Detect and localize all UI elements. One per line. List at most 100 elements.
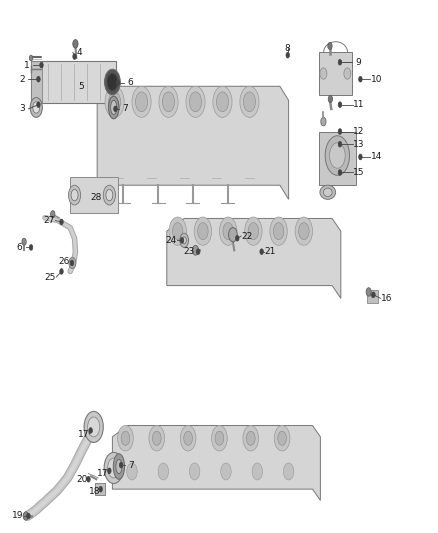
- Circle shape: [180, 425, 196, 451]
- Circle shape: [152, 431, 161, 445]
- Polygon shape: [97, 86, 289, 199]
- Circle shape: [325, 136, 350, 175]
- Circle shape: [182, 237, 186, 244]
- Circle shape: [240, 86, 259, 117]
- Circle shape: [212, 425, 227, 451]
- Circle shape: [127, 463, 137, 480]
- Circle shape: [27, 513, 30, 519]
- Text: 2: 2: [20, 75, 25, 84]
- Circle shape: [223, 223, 233, 240]
- Ellipse shape: [111, 100, 117, 115]
- Circle shape: [88, 417, 100, 437]
- Text: 5: 5: [78, 82, 84, 91]
- Bar: [319, 132, 356, 185]
- Text: 6: 6: [17, 243, 23, 252]
- Circle shape: [328, 43, 332, 50]
- Circle shape: [37, 76, 40, 82]
- Circle shape: [321, 117, 326, 126]
- Circle shape: [338, 141, 342, 147]
- Circle shape: [320, 68, 327, 79]
- Circle shape: [359, 154, 362, 160]
- Circle shape: [69, 257, 76, 269]
- Circle shape: [162, 92, 175, 112]
- Circle shape: [60, 219, 63, 225]
- Bar: [31, 61, 116, 103]
- Text: 15: 15: [353, 168, 365, 177]
- Text: 4: 4: [76, 48, 82, 57]
- Text: 18: 18: [89, 488, 101, 496]
- Circle shape: [71, 189, 78, 201]
- Circle shape: [180, 233, 188, 247]
- Circle shape: [87, 477, 90, 482]
- Text: 9: 9: [355, 58, 361, 67]
- Circle shape: [103, 185, 116, 205]
- Ellipse shape: [323, 188, 332, 197]
- Circle shape: [359, 76, 362, 82]
- Circle shape: [180, 238, 184, 243]
- Circle shape: [243, 425, 258, 451]
- Circle shape: [89, 427, 92, 433]
- Circle shape: [169, 217, 186, 245]
- Text: 13: 13: [353, 140, 365, 149]
- Text: 10: 10: [371, 75, 382, 84]
- Text: 8: 8: [285, 44, 291, 53]
- Circle shape: [105, 86, 124, 117]
- Text: 23: 23: [184, 247, 195, 256]
- Circle shape: [105, 69, 120, 95]
- Circle shape: [299, 223, 309, 240]
- Circle shape: [221, 463, 231, 480]
- Circle shape: [216, 92, 229, 112]
- Text: 19: 19: [12, 512, 24, 521]
- Circle shape: [60, 269, 63, 274]
- Circle shape: [196, 249, 200, 254]
- Circle shape: [372, 292, 375, 297]
- Circle shape: [73, 39, 78, 48]
- Circle shape: [229, 228, 237, 242]
- Bar: [367, 290, 378, 303]
- Circle shape: [215, 431, 224, 445]
- Polygon shape: [113, 425, 320, 500]
- Circle shape: [29, 245, 33, 251]
- Text: 17: 17: [97, 469, 108, 478]
- Circle shape: [219, 217, 237, 245]
- Circle shape: [73, 54, 76, 59]
- Text: 7: 7: [128, 461, 134, 470]
- Circle shape: [252, 463, 262, 480]
- Ellipse shape: [113, 454, 124, 479]
- Circle shape: [114, 106, 117, 112]
- Circle shape: [33, 102, 40, 113]
- Circle shape: [248, 223, 258, 240]
- Circle shape: [245, 217, 262, 245]
- Circle shape: [149, 425, 165, 451]
- Circle shape: [189, 463, 200, 480]
- Circle shape: [338, 169, 342, 175]
- Circle shape: [104, 453, 123, 483]
- Text: 1: 1: [24, 61, 30, 70]
- Ellipse shape: [320, 185, 336, 199]
- Circle shape: [270, 217, 287, 245]
- Text: 12: 12: [353, 127, 365, 136]
- Circle shape: [106, 189, 113, 201]
- Circle shape: [192, 245, 198, 255]
- Text: 26: 26: [59, 257, 70, 266]
- Circle shape: [286, 52, 290, 58]
- Circle shape: [213, 86, 232, 117]
- Circle shape: [109, 92, 121, 112]
- Circle shape: [22, 238, 26, 245]
- Circle shape: [278, 431, 286, 445]
- Circle shape: [344, 68, 351, 79]
- Text: 3: 3: [19, 104, 25, 114]
- Text: 14: 14: [371, 152, 382, 161]
- Circle shape: [68, 185, 81, 205]
- Text: 17: 17: [78, 430, 89, 439]
- Circle shape: [198, 223, 208, 240]
- Text: 28: 28: [91, 193, 102, 203]
- Text: 25: 25: [45, 272, 56, 281]
- Circle shape: [117, 80, 120, 86]
- Circle shape: [244, 92, 255, 112]
- Circle shape: [30, 98, 42, 117]
- Circle shape: [274, 425, 290, 451]
- Circle shape: [366, 288, 371, 296]
- Circle shape: [247, 431, 255, 445]
- Circle shape: [40, 62, 43, 68]
